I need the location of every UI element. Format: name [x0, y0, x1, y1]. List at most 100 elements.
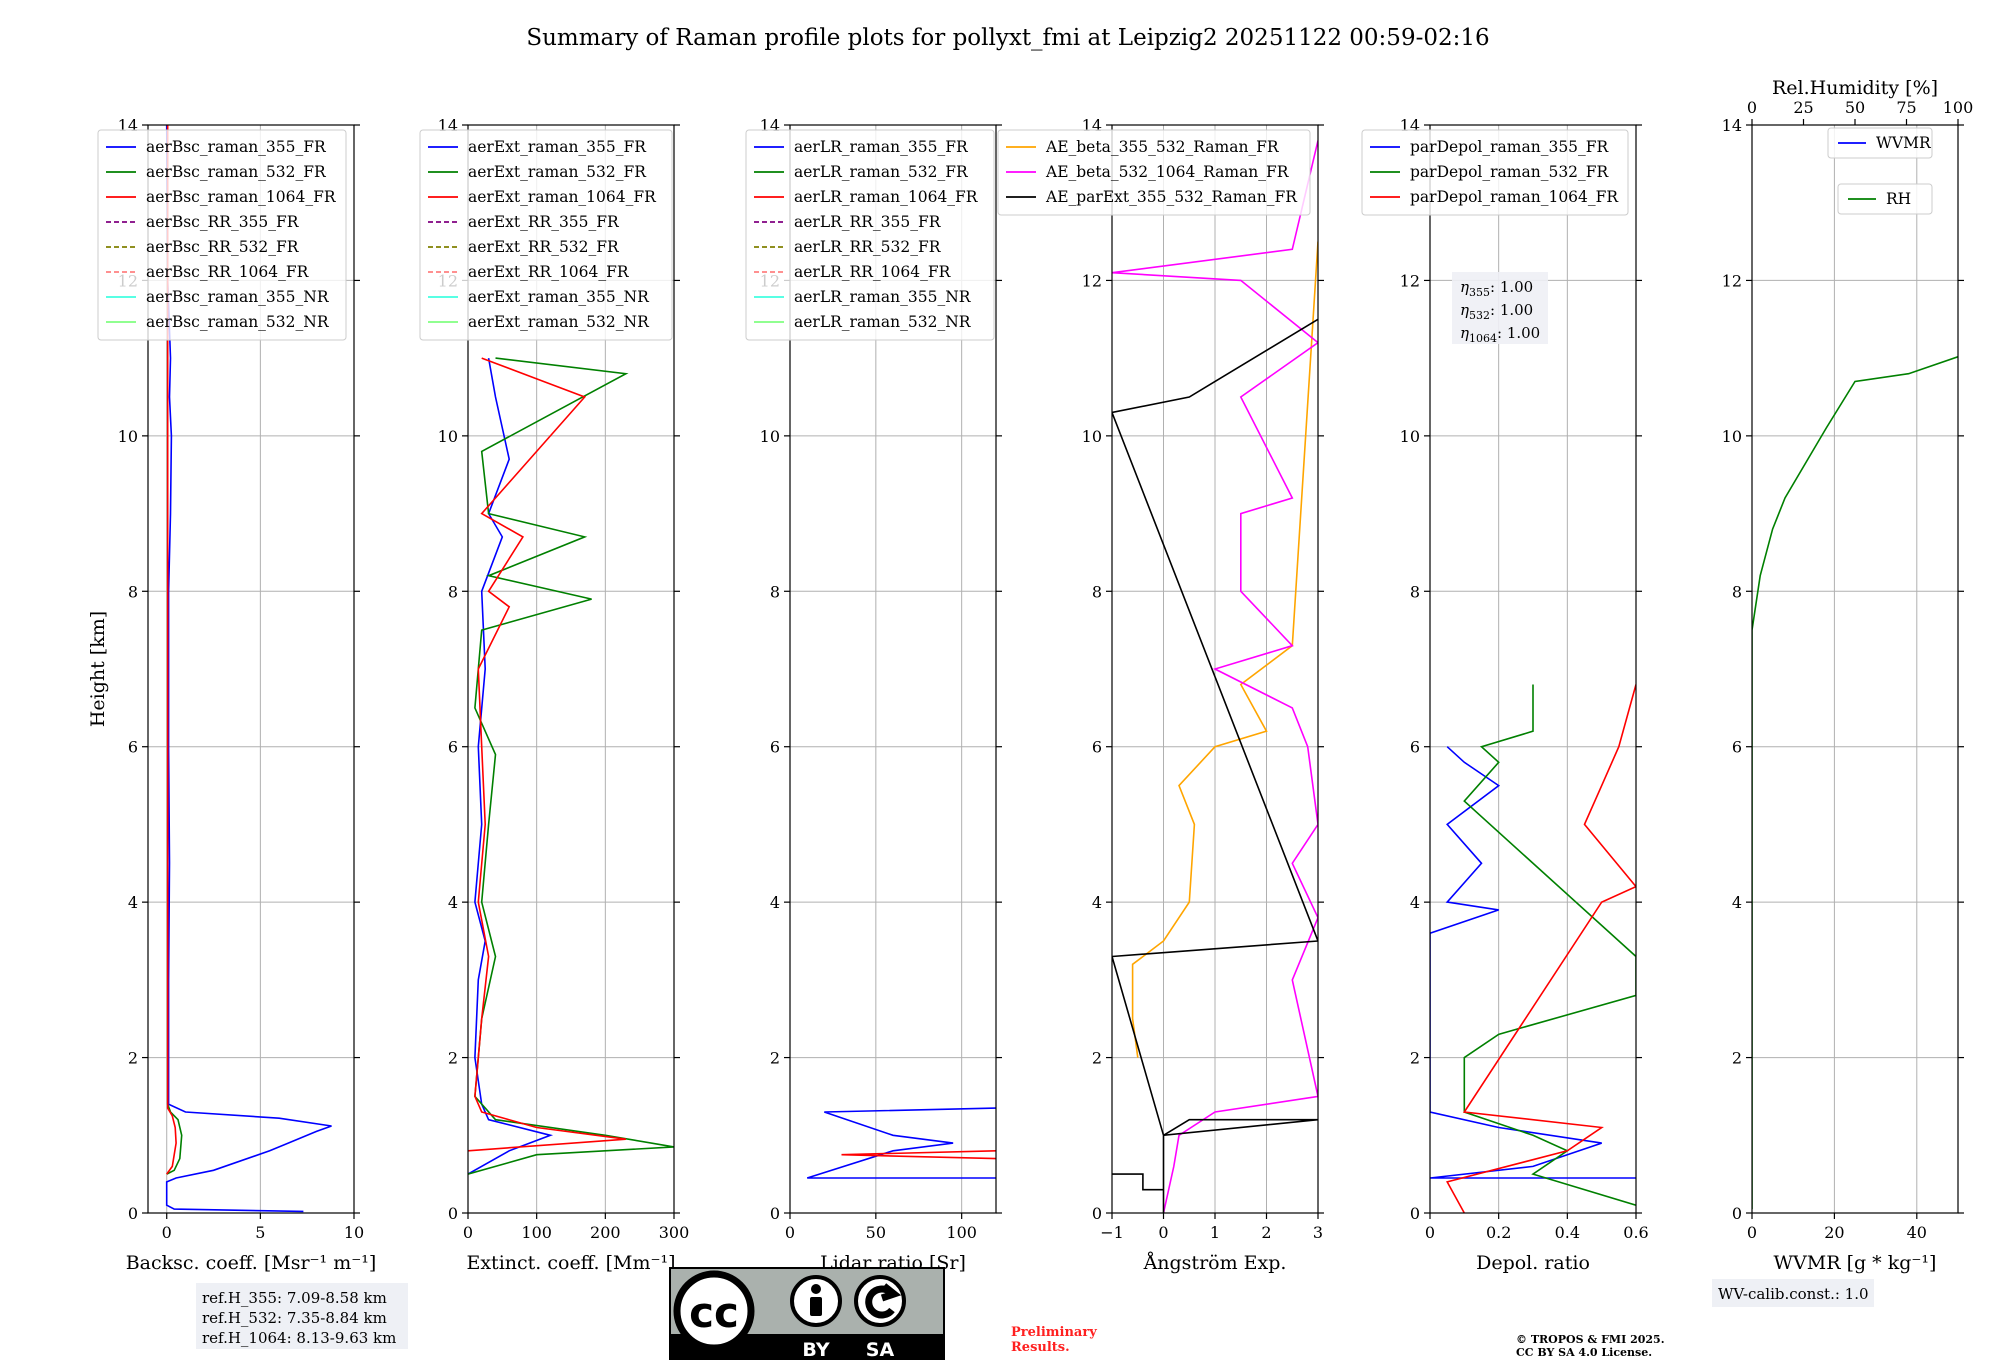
- y-tick-label: 0: [1732, 1204, 1742, 1223]
- y-tick-label: 4: [1092, 893, 1102, 912]
- wv-calib-box: WV-calib.const.: 1.0: [1712, 1279, 1874, 1307]
- x-tick-label: 0.6: [1623, 1223, 1648, 1242]
- series-group: [1752, 355, 1958, 1210]
- eta-line: η532: 1.00: [1460, 301, 1533, 322]
- legend-label: AE_beta_532_1064_Raman_FR: [1045, 163, 1290, 181]
- y-tick-label: 0: [1092, 1204, 1102, 1223]
- y-tick-label: 8: [448, 582, 458, 601]
- series-line-aerExt_raman_1064_FR: [468, 357, 627, 1152]
- legend-label: aerExt_raman_532_NR: [468, 313, 650, 331]
- series-line-AE_beta_355_532_Raman_FR: [1131, 241, 1318, 1058]
- series-line-AE_parExt_355_532_Raman_FR: [1112, 318, 1318, 1213]
- y-tick-label: 12: [1400, 271, 1420, 290]
- legend-label: AE_beta_355_532_Raman_FR: [1045, 138, 1280, 156]
- x-tick-label: 0.2: [1486, 1223, 1511, 1242]
- legend-label: aerExt_RR_532_FR: [468, 238, 620, 256]
- axes-frame: [1429, 124, 1637, 1214]
- x-tick-label: 300: [659, 1223, 690, 1242]
- y-tick-label: 10: [760, 427, 780, 446]
- legend-label: aerExt_raman_355_NR: [468, 288, 650, 306]
- y-tick-label: 6: [1410, 738, 1420, 757]
- series-line-aerBsc_raman_1064_FR: [166, 125, 177, 1175]
- x-tick-label: 5: [255, 1223, 265, 1242]
- x-axis-label: Depol. ratio: [1476, 1252, 1590, 1274]
- x-tick-label: 0: [1158, 1223, 1168, 1242]
- axes-frame: [467, 124, 675, 1214]
- legend-label: aerLR_raman_532_NR: [794, 313, 972, 331]
- legend: aerExt_raman_355_FR aerExt_raman_532_FRae…: [419, 129, 673, 341]
- x-tick-label: 1: [1210, 1223, 1220, 1242]
- y-tick-label: 10: [1400, 427, 1420, 446]
- x-tick-label: 0: [463, 1223, 473, 1242]
- x-tick-label: 2: [1261, 1223, 1271, 1242]
- copyright-line1: © TROPOS & FMI 2025.: [1516, 1333, 1665, 1346]
- series-group: [165, 125, 332, 1213]
- top-tick-label: 50: [1845, 98, 1865, 117]
- legend-box: [1361, 129, 1629, 216]
- ref-height-line: ref.H_532: 7.35-8.84 km: [202, 1309, 387, 1327]
- y-tick-label: 12: [1082, 271, 1102, 290]
- legend-label: aerBsc_raman_532_NR: [146, 313, 330, 331]
- series-group: [1430, 684, 1636, 1213]
- panel-backscatter: 051002468101214Backsc. coeff. [Msr⁻¹ m⁻¹…: [87, 116, 376, 1274]
- series-line-aerExt_raman_355_FR: [468, 357, 554, 1175]
- y-tick-label: 0: [448, 1204, 458, 1223]
- legend-label: parDepol_raman_1064_FR: [1410, 188, 1619, 206]
- axes-frame: [789, 124, 997, 1214]
- wv-calib-box-bg: [1712, 1279, 1874, 1307]
- series-line-RH: [1752, 355, 1958, 1210]
- legend-label: aerBsc_raman_1064_FR: [146, 188, 337, 206]
- x-tick-label: 100: [521, 1223, 552, 1242]
- series-line-aerExt_raman_532_FR: [468, 357, 674, 1175]
- legend-label: aerExt_RR_1064_FR: [468, 263, 630, 281]
- series-group: [468, 357, 674, 1175]
- x-tick-label: 10: [344, 1223, 364, 1242]
- y-tick-label: 10: [438, 427, 458, 446]
- series-line-parDepol_raman_532_FR: [1463, 684, 1636, 1206]
- x-axis-label: Backsc. coeff. [Msr⁻¹ m⁻¹]: [126, 1252, 377, 1274]
- legend-box: [745, 129, 995, 341]
- eta-box-bg: [1452, 272, 1548, 344]
- series-group: [1112, 140, 1318, 1213]
- series-line-parDepol_raman_355_FR: [1430, 746, 1636, 1179]
- eta-line: η1064: 1.00: [1460, 324, 1540, 345]
- panels-group: 051002468101214Backsc. coeff. [Msr⁻¹ m⁻¹…: [87, 77, 1973, 1349]
- y-tick-label: 6: [1092, 738, 1102, 757]
- axes-frame: [1751, 124, 1959, 1214]
- legend-label: aerBsc_RR_355_FR: [146, 213, 300, 231]
- legend-label: aerExt_raman_532_FR: [468, 163, 647, 181]
- top-tick-label: 25: [1793, 98, 1813, 117]
- x-tick-label: 40: [1907, 1223, 1927, 1242]
- y-tick-label: 8: [1732, 582, 1742, 601]
- legend: aerBsc_raman_355_FR aerBsc_raman_532_FRae…: [97, 129, 347, 341]
- y-tick-label: 10: [1082, 427, 1102, 446]
- legend-label: aerLR_RR_532_FR: [794, 238, 942, 256]
- legend: AE_beta_355_532_Raman_FR AE_beta_532_1064…: [997, 129, 1311, 216]
- top-tick-label: 0: [1747, 98, 1757, 117]
- legend-label: aerLR_RR_1064_FR: [794, 263, 952, 281]
- legend-label: aerExt_raman_1064_FR: [468, 188, 657, 206]
- ref-height-line: ref.H_1064: 8.13-9.63 km: [202, 1329, 396, 1347]
- series-line-AE_beta_532_1064_Raman_FR: [1112, 140, 1318, 1213]
- x-axis-label: WVMR [g * kg⁻¹]: [1774, 1252, 1937, 1274]
- y-tick-label: 0: [1410, 1204, 1420, 1223]
- preliminary-label-line2: Results.: [1011, 1340, 1070, 1355]
- x-tick-label: 100: [946, 1223, 977, 1242]
- y-tick-label: 2: [1410, 1049, 1420, 1068]
- panel-lidar-ratio: 05010002468101214Lidar ratio [Sr]aerLR_r…: [745, 116, 1002, 1274]
- legend-label: aerExt_raman_355_FR: [468, 138, 647, 156]
- y-tick-label: 14: [1722, 116, 1742, 135]
- legend-label: aerExt_RR_355_FR: [468, 213, 620, 231]
- cc-icon: [673, 1270, 755, 1352]
- legend-label: aerLR_raman_355_FR: [794, 138, 969, 156]
- y-tick-label: 4: [770, 893, 780, 912]
- legend-label: aerBsc_raman_355_NR: [146, 288, 330, 306]
- x-tick-label: −1: [1100, 1223, 1124, 1242]
- cc-glyph: cc: [689, 1288, 739, 1337]
- by-person-body: [810, 1297, 822, 1316]
- x-tick-label: 50: [866, 1223, 886, 1242]
- y-tick-label: 4: [448, 893, 458, 912]
- legend-label: RH: [1886, 190, 1911, 208]
- legend-box: [1827, 127, 1933, 159]
